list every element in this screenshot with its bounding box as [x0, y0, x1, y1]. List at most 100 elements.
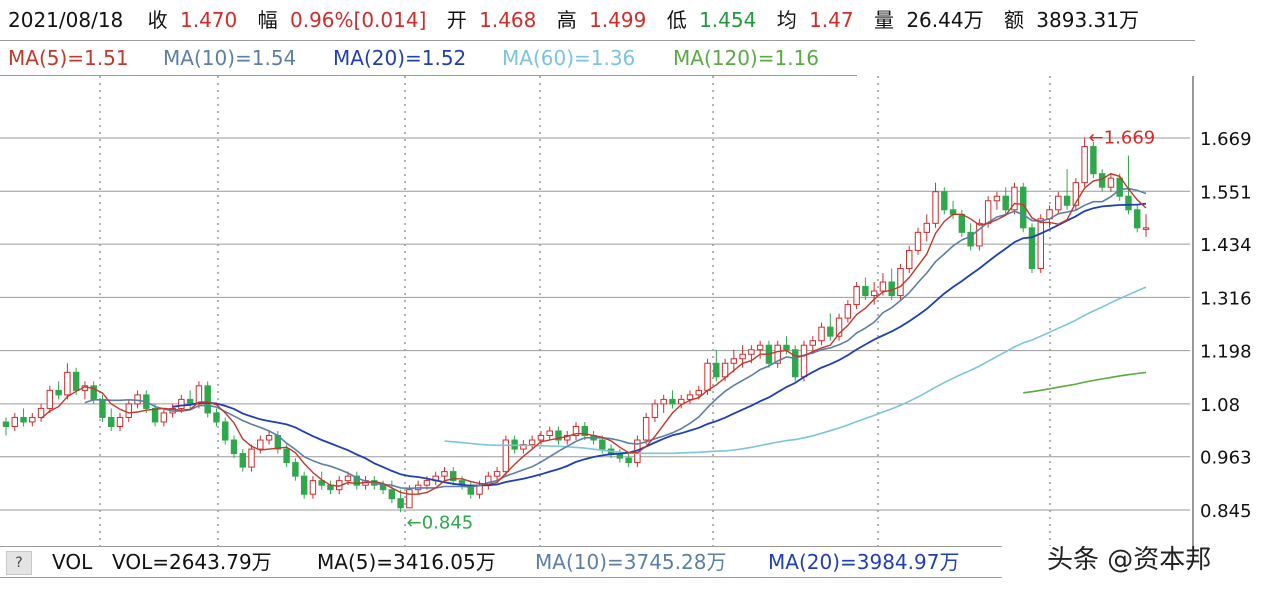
candle-body-up	[844, 304, 852, 319]
candle-body-down	[388, 489, 396, 500]
candle-body-up	[678, 398, 685, 405]
candle-body-down	[379, 484, 387, 491]
candle-body-down	[108, 416, 115, 427]
candle-body-up	[984, 200, 992, 224]
date-label: 2021/08/18	[8, 8, 124, 32]
low-label: 低	[666, 8, 687, 32]
candle-body-up	[800, 344, 808, 378]
candle-body-up	[721, 362, 729, 378]
candle-body-up	[1055, 195, 1062, 211]
candle-body-up	[704, 362, 711, 391]
ma10-line	[84, 187, 1147, 490]
candle-body-up	[914, 231, 922, 251]
candle-body-down	[99, 398, 106, 418]
avg-value: 1.47	[809, 8, 854, 32]
high-value: 1.499	[589, 8, 647, 32]
open-label: 开	[446, 8, 467, 32]
candle-body-up	[1081, 146, 1088, 184]
candle-body-down	[713, 362, 720, 378]
ma60-legend: MA(60)=1.36	[502, 46, 636, 70]
ma20-line	[172, 202, 1147, 487]
kline-chart[interactable]: 1.669 1.551 1.434 1.316 1.198 1.08 0.963 0.845 ←…	[0, 76, 1268, 546]
candle-body-up	[178, 398, 185, 409]
watermark: 头条 @资本邦	[1047, 545, 1212, 575]
candle-body-up	[248, 448, 255, 468]
candle-body-down	[230, 439, 238, 455]
close-label: 收	[147, 8, 168, 32]
candle-body-down	[941, 191, 948, 211]
help-button[interactable]: ?	[6, 551, 32, 575]
candle-body-down	[827, 326, 834, 337]
candle-body-up	[906, 249, 913, 269]
candle-body-up	[923, 222, 930, 233]
candle-body-up	[572, 425, 580, 437]
ma5-legend: MA(5)=1.51	[8, 46, 129, 70]
candle-body-down	[186, 398, 194, 405]
candle-body-up	[195, 385, 203, 405]
candle-body-down	[1063, 195, 1071, 206]
candle-body-down	[1028, 227, 1036, 269]
candle-body-up	[309, 480, 317, 495]
candle-body-up	[1142, 227, 1150, 230]
candle-body-up	[441, 471, 448, 477]
candle-body-up	[993, 195, 1001, 202]
candle-body-up	[642, 416, 650, 441]
change-value: 0.96%[0.014]	[289, 8, 427, 32]
candle-body-down	[151, 407, 159, 423]
candle-body-down	[283, 448, 290, 464]
candle-body-down	[599, 439, 606, 450]
candle-body-down	[239, 453, 246, 468]
candle-body-up	[1011, 186, 1018, 211]
ma120-line	[1023, 371, 1147, 394]
candle-body-up	[257, 439, 264, 450]
min-price-annotation: ←0.845	[407, 512, 474, 533]
candle-body-up	[265, 435, 273, 441]
ma5-line	[40, 172, 1147, 495]
candle-body-down	[450, 471, 457, 482]
candle-body-down	[300, 475, 308, 495]
volume-info-bar: ? VOL VOL=2643.79万 MA(5)=3416.05万 MA(10)…	[0, 546, 1002, 578]
candle-body-down	[222, 421, 229, 441]
candle-body-up	[528, 439, 536, 446]
candle-body-up	[651, 403, 659, 418]
candle-body-down	[55, 389, 62, 396]
candle-body-up	[695, 389, 702, 396]
vol-ma10: MA(10)=3745.28万	[535, 550, 727, 574]
y-tick-label: 1.551	[1200, 182, 1252, 203]
candle-body-up	[116, 416, 124, 427]
candle-body-down	[958, 213, 966, 233]
vol-ma20: MA(20)=3984.97万	[768, 550, 960, 574]
ma120-legend: MA(120)=1.16	[673, 46, 820, 70]
candle-body-up	[897, 267, 904, 297]
candle-body-down	[1125, 195, 1132, 211]
candle-body-down	[967, 231, 974, 247]
y-tick-label: 0.845	[1200, 501, 1252, 522]
vol-value: VOL=2643.79万	[112, 550, 272, 574]
candle-body-down	[20, 416, 27, 423]
candle-body-up	[976, 222, 983, 247]
candle-body-up	[730, 358, 738, 364]
ma60-line	[444, 286, 1147, 455]
change-label: 幅	[257, 8, 278, 32]
candle-body-down	[1098, 173, 1106, 188]
candle-body-down	[397, 498, 404, 509]
candle-body-up	[835, 317, 843, 337]
candle-body-down	[792, 349, 799, 378]
kline-svg[interactable]: 1.669 1.551 1.434 1.316 1.198 1.08 0.963 0.845 ←…	[0, 76, 1268, 546]
candle-body-up	[344, 475, 352, 482]
candle-body-down	[318, 480, 325, 486]
candle-body-up	[29, 416, 36, 423]
ma20-legend: MA(20)=1.52	[333, 46, 467, 70]
candle-body-up	[1037, 218, 1044, 269]
candle-body-down	[555, 430, 562, 441]
candle-body-up	[879, 281, 887, 292]
candle-body-up	[686, 394, 694, 400]
candle-body-down	[1090, 146, 1097, 175]
candle-body-up	[125, 403, 132, 418]
candle-body-down	[292, 462, 299, 477]
volume-label: 量	[873, 8, 894, 32]
y-tick-label: 1.08	[1200, 395, 1240, 416]
high-label: 高	[556, 8, 577, 32]
candle-body-up	[423, 480, 431, 486]
candle-body-up	[748, 349, 755, 355]
